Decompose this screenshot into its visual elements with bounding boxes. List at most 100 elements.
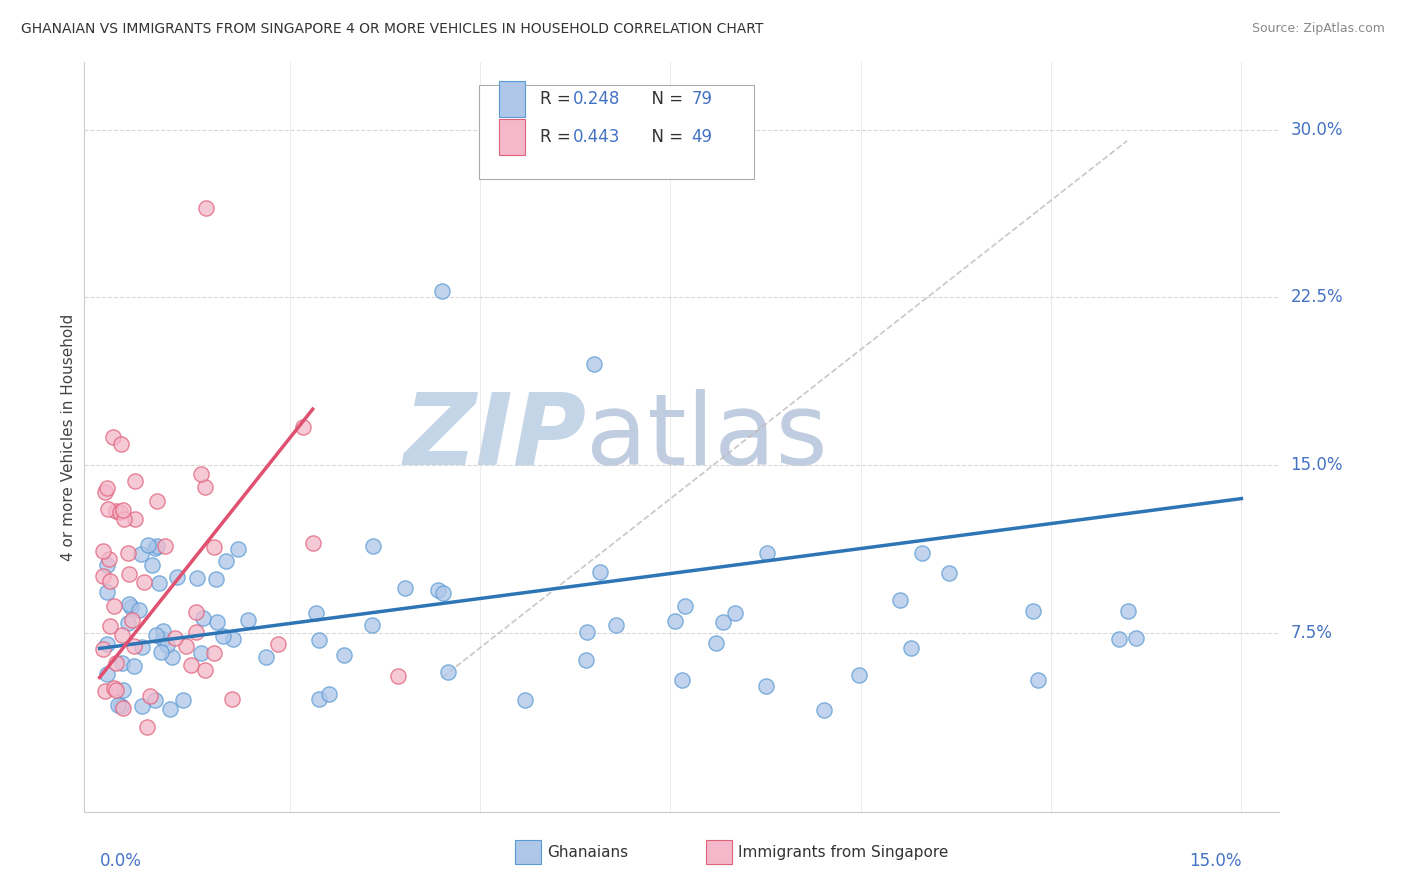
- Point: [117, 546, 139, 560]
- Text: 0.248: 0.248: [574, 90, 620, 108]
- Point: [120, 600, 142, 615]
- Point: [911, 546, 934, 560]
- Point: [1108, 632, 1130, 646]
- Point: [96, 636, 118, 650]
- Point: [101, 430, 124, 444]
- Point: [430, 284, 453, 298]
- Point: [131, 640, 153, 655]
- Point: [222, 632, 245, 646]
- Point: [1125, 631, 1147, 645]
- Point: [129, 547, 152, 561]
- Point: [301, 536, 323, 550]
- Point: [190, 646, 212, 660]
- Point: [194, 480, 217, 494]
- Text: 15.0%: 15.0%: [1189, 852, 1241, 870]
- Point: [813, 702, 835, 716]
- Point: [221, 691, 243, 706]
- Text: 15.0%: 15.0%: [1291, 456, 1343, 474]
- Point: [426, 583, 449, 598]
- Point: [148, 575, 170, 590]
- Point: [103, 599, 125, 614]
- Text: ZIP: ZIP: [404, 389, 586, 485]
- Point: [190, 467, 212, 481]
- Y-axis label: 4 or more Vehicles in Household: 4 or more Vehicles in Household: [60, 313, 76, 561]
- Point: [105, 657, 128, 671]
- Point: [724, 606, 747, 620]
- Text: N =: N =: [641, 90, 689, 108]
- Point: [575, 653, 598, 667]
- Point: [361, 618, 384, 632]
- Point: [180, 658, 202, 673]
- Text: GHANAIAN VS IMMIGRANTS FROM SINGAPORE 4 OR MORE VEHICLES IN HOUSEHOLD CORRELATIO: GHANAIAN VS IMMIGRANTS FROM SINGAPORE 4 …: [21, 22, 763, 37]
- Point: [238, 613, 260, 627]
- Text: Source: ZipAtlas.com: Source: ZipAtlas.com: [1251, 22, 1385, 36]
- Point: [96, 481, 118, 495]
- Text: R =: R =: [540, 128, 575, 145]
- Text: 22.5%: 22.5%: [1291, 288, 1343, 306]
- Point: [387, 669, 409, 683]
- Point: [96, 667, 118, 681]
- Text: atlas: atlas: [586, 389, 828, 485]
- Point: [114, 512, 136, 526]
- Point: [202, 646, 225, 660]
- Point: [195, 201, 218, 215]
- Point: [756, 546, 779, 560]
- Point: [117, 616, 139, 631]
- Point: [212, 629, 235, 643]
- Point: [938, 566, 960, 580]
- Point: [166, 570, 188, 584]
- Point: [128, 603, 150, 617]
- Point: [134, 575, 156, 590]
- Point: [193, 611, 215, 625]
- Point: [146, 494, 169, 508]
- Point: [131, 698, 153, 713]
- Point: [143, 692, 166, 706]
- Point: [267, 636, 290, 650]
- Point: [588, 565, 610, 579]
- Text: 0.0%: 0.0%: [100, 852, 142, 870]
- Text: 30.0%: 30.0%: [1291, 120, 1343, 138]
- Point: [215, 554, 238, 568]
- Point: [605, 618, 627, 632]
- Text: 0.443: 0.443: [574, 128, 620, 145]
- Point: [394, 582, 416, 596]
- Point: [713, 615, 735, 630]
- Point: [583, 358, 606, 372]
- Point: [96, 584, 118, 599]
- Bar: [499, 81, 526, 117]
- Point: [318, 687, 340, 701]
- Text: 79: 79: [692, 90, 713, 108]
- Point: [308, 692, 330, 706]
- Point: [124, 475, 146, 489]
- Point: [138, 689, 160, 703]
- Point: [110, 437, 132, 451]
- Point: [308, 632, 330, 647]
- Point: [111, 627, 134, 641]
- Point: [172, 693, 194, 707]
- Point: [100, 618, 122, 632]
- Point: [205, 615, 228, 629]
- Point: [96, 558, 118, 572]
- Point: [755, 679, 778, 693]
- Point: [97, 552, 120, 566]
- Point: [145, 628, 167, 642]
- Point: [156, 638, 179, 652]
- Text: Immigrants from Singapore: Immigrants from Singapore: [738, 845, 949, 860]
- Point: [159, 702, 181, 716]
- Point: [124, 512, 146, 526]
- Bar: [706, 840, 733, 864]
- Point: [889, 593, 911, 607]
- Point: [94, 485, 117, 500]
- Point: [513, 692, 536, 706]
- Point: [1021, 604, 1043, 618]
- Point: [575, 625, 598, 640]
- Text: R =: R =: [540, 90, 575, 108]
- Point: [184, 605, 207, 619]
- Text: 7.5%: 7.5%: [1291, 624, 1333, 641]
- Text: N =: N =: [641, 128, 689, 145]
- Point: [432, 585, 454, 599]
- Point: [194, 664, 217, 678]
- Bar: [499, 119, 526, 154]
- Point: [93, 641, 115, 656]
- Point: [121, 613, 143, 627]
